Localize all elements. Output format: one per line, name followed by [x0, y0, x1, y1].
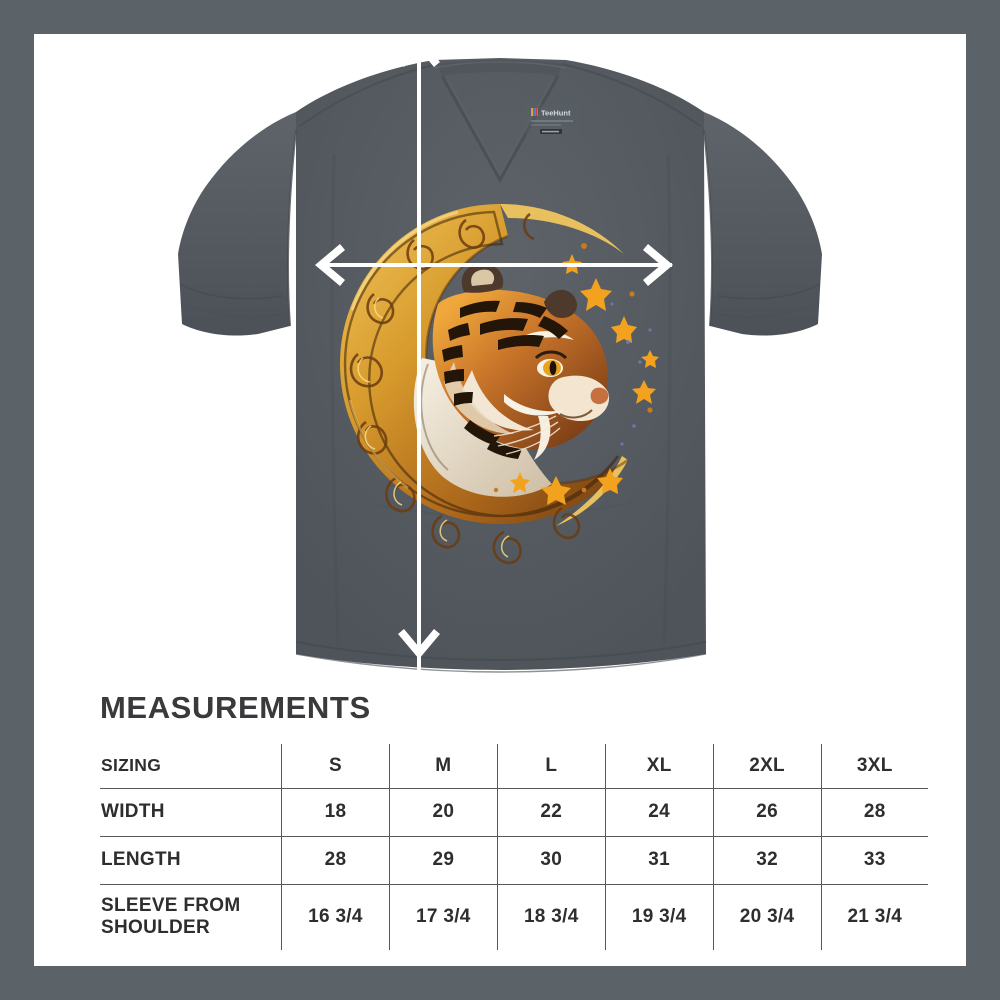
- table-row: SLEEVE FROM SHOULDER 16 3/4 17 3/4 18 3/…: [100, 884, 928, 950]
- page-title: MEASUREMENTS: [100, 690, 371, 725]
- content-canvas: TeeHunt: [34, 34, 966, 966]
- cell-width-xl: 24: [604, 788, 714, 837]
- table-header-xl: XL: [604, 744, 714, 789]
- cell-width-s: 18: [281, 788, 390, 837]
- stars-cluster: [510, 254, 659, 505]
- table-header-m: M: [388, 744, 498, 789]
- row-label-line1: SLEEVE FROM: [101, 894, 241, 916]
- length-measure-arrow-head-bottom: [398, 629, 440, 659]
- tiger-crescent-moon-graphic: [340, 204, 659, 565]
- row-label-sleeve-from-shoulder: SLEEVE FROM SHOULDER: [100, 884, 282, 950]
- cell-width-m: 20: [388, 788, 498, 837]
- cell-sleeve-3xl: 21 3/4: [820, 884, 928, 950]
- row-label-length: LENGTH: [100, 836, 282, 885]
- brand-label: TeeHunt: [526, 104, 578, 134]
- size-chart-table: SIZING S M L XL 2XL 3XL WIDTH 18 20 22 2…: [100, 744, 928, 950]
- cell-sleeve-l: 18 3/4: [496, 884, 606, 950]
- table-row: WIDTH 18 20 22 24 26 28: [100, 788, 928, 837]
- table-header-s: S: [281, 744, 390, 789]
- cell-length-xl: 31: [604, 836, 714, 885]
- cell-sleeve-2xl: 20 3/4: [712, 884, 822, 950]
- length-measure-arrow-head-top: [398, 37, 440, 67]
- cell-length-s: 28: [281, 836, 390, 885]
- width-measure-arrow-head-left: [315, 244, 345, 286]
- table-header-3xl: 3XL: [820, 744, 928, 789]
- cell-length-2xl: 32: [712, 836, 822, 885]
- table-header-row: SIZING S M L XL 2XL 3XL: [100, 744, 928, 789]
- t-shirt-illustration: TeeHunt: [178, 58, 822, 673]
- cell-sleeve-m: 17 3/4: [388, 884, 498, 950]
- table-header-2xl: 2XL: [712, 744, 822, 789]
- measurements-section: MEASUREMENTS SIZING S M L XL 2XL 3XL WID…: [34, 674, 966, 966]
- row-label-line2: SHOULDER: [101, 917, 211, 939]
- cell-width-2xl: 26: [712, 788, 822, 837]
- cell-sleeve-xl: 19 3/4: [604, 884, 714, 950]
- width-measure-arrow-head-right: [643, 244, 673, 286]
- length-measure-arrow-shaft: [417, 42, 421, 670]
- cell-length-m: 29: [388, 836, 498, 885]
- cell-length-3xl: 33: [820, 836, 928, 885]
- row-label-width: WIDTH: [100, 788, 282, 837]
- cell-width-3xl: 28: [820, 788, 928, 837]
- table-header-l: L: [496, 744, 606, 789]
- product-photo: TeeHunt: [34, 34, 966, 674]
- table-header-sizing: SIZING: [100, 744, 282, 789]
- table-row: LENGTH 28 29 30 31 32 33: [100, 836, 928, 885]
- svg-text:TeeHunt: TeeHunt: [541, 109, 571, 118]
- cell-sleeve-s: 16 3/4: [281, 884, 390, 950]
- cell-width-l: 22: [496, 788, 606, 837]
- tiger-head: [413, 263, 610, 497]
- cell-length-l: 30: [496, 836, 606, 885]
- width-measure-arrow-shaft: [318, 263, 672, 267]
